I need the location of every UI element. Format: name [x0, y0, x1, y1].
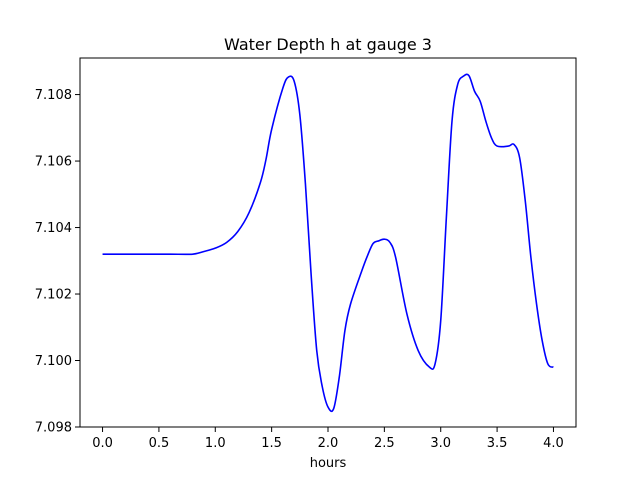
y-tick-label: 7.100 — [35, 354, 72, 369]
series-line — [102, 73, 554, 413]
x-tick-label: 1.0 — [205, 436, 226, 451]
y-tick-label: 7.108 — [35, 88, 72, 103]
x-tick-label: 4.0 — [543, 436, 564, 451]
x-tick-label: 2.0 — [318, 436, 339, 451]
x-axis-label: hours — [310, 456, 347, 471]
x-axis: 0.0 0.5 1.0 1.5 2.0 2.5 3.0 3.5 4.0 — [92, 427, 564, 451]
y-tick-label: 7.104 — [35, 221, 72, 236]
x-tick-label: 0.5 — [149, 436, 170, 451]
x-tick-label: 0.0 — [92, 436, 113, 451]
y-tick-label: 7.106 — [35, 155, 72, 170]
x-tick-label: 3.5 — [487, 436, 508, 451]
x-tick-label: 1.5 — [261, 436, 282, 451]
x-tick-label: 2.5 — [374, 436, 395, 451]
chart-title: Water Depth h at gauge 3 — [224, 35, 432, 54]
x-tick-label: 3.0 — [430, 436, 451, 451]
y-tick-label: 7.098 — [35, 421, 72, 436]
series-layer — [102, 73, 554, 413]
y-tick-label: 7.102 — [35, 288, 72, 303]
y-axis: 7.098 7.100 7.102 7.104 7.106 7.108 — [35, 88, 80, 436]
